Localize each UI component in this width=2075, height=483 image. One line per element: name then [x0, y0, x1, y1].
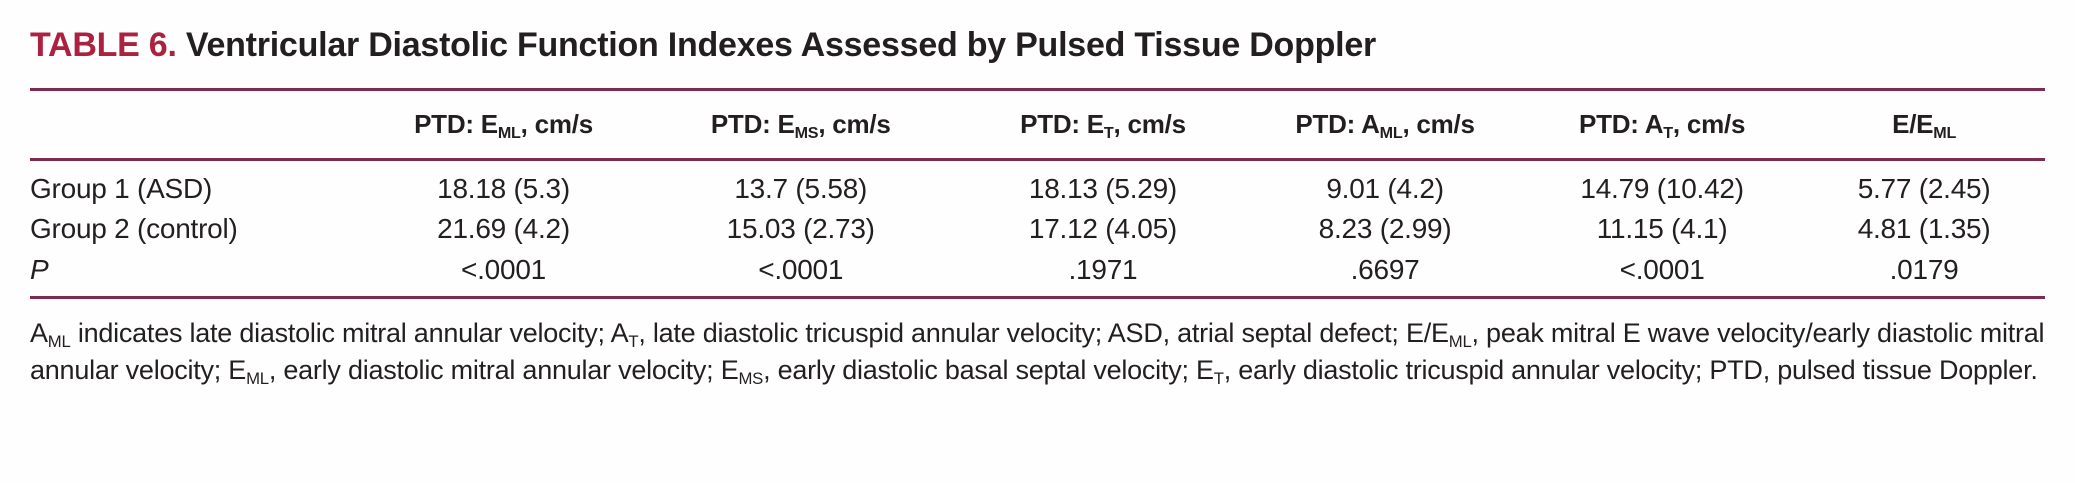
header-empty-cell [30, 90, 362, 160]
cell-group2-eml: 21.69 (4.2) [437, 212, 570, 244]
column-header-ptd-et: PTD: ET, cm/s [1020, 109, 1186, 142]
cell-group2-e-over-eml: 4.81 (1.35) [1857, 212, 1991, 244]
cell-p-et: .1971 [1068, 253, 1138, 285]
cell-group1-ems: 13.7 (5.58) [734, 173, 868, 205]
data-table: PTD: EML, cm/s PTD: EMS, cm/s PTD: ET, c… [30, 88, 2045, 299]
table-title: TABLE 6. Ventricular Diastolic Function … [30, 24, 2045, 66]
cell-group1-eml: 18.18 (5.3) [437, 173, 570, 205]
cell-group1-et: 18.13 (5.29) [1028, 173, 1178, 205]
table-title-text: Ventricular Diastolic Function Indexes A… [176, 26, 1376, 64]
table-container: TABLE 6. Ventricular Diastolic Function … [30, 24, 2045, 388]
table-row-group1: Group 1 (ASD) 18.18 (5.3) 13.7 (5.58) 18… [30, 160, 2045, 206]
cell-group2-ems: 15.03 (2.73) [726, 212, 875, 244]
column-header-ptd-ems: PTD: EMS, cm/s [710, 109, 891, 142]
cell-p-e-over-eml: .0179 [1889, 253, 1959, 285]
cell-group2-et: 17.12 (4.05) [1028, 212, 1178, 244]
table-header: PTD: EML, cm/s PTD: EMS, cm/s PTD: ET, c… [30, 90, 2045, 160]
table-number-label: TABLE 6. [30, 26, 177, 64]
column-header-ptd-at: PTD: AT, cm/s [1579, 109, 1746, 142]
table-footnote: AML indicates late diastolic mitral annu… [30, 318, 2045, 388]
cell-group1-at: 14.79 (10.42) [1580, 173, 1744, 205]
cell-p-eml: <.0001 [461, 253, 546, 285]
cell-p-aml: .6697 [1350, 253, 1420, 285]
cell-group2-at: 11.15 (4.1) [1596, 212, 1728, 244]
cell-group1-aml: 9.01 (4.2) [1326, 173, 1444, 205]
row-label-group2: Group 2 (control) [30, 212, 238, 244]
column-header-ptd-aml: PTD: AML, cm/s [1295, 109, 1475, 142]
row-label-group1: Group 1 (ASD) [30, 173, 213, 205]
column-header-ptd-eml: PTD: EML, cm/s [414, 109, 593, 142]
header-row: PTD: EML, cm/s PTD: EMS, cm/s PTD: ET, c… [30, 90, 2045, 160]
cell-group2-aml: 8.23 (2.99) [1318, 212, 1452, 244]
row-label-pvalue: P [30, 253, 49, 285]
cell-group1-e-over-eml: 5.77 (2.45) [1857, 173, 1991, 205]
table-row-group2: Group 2 (control) 21.69 (4.2) 15.03 (2.7… [30, 206, 2045, 252]
table-body: Group 1 (ASD) 18.18 (5.3) 13.7 (5.58) 18… [30, 160, 2045, 298]
column-header-e-over-eml: E/EML [1892, 109, 1957, 142]
cell-p-at: <.0001 [1619, 253, 1705, 285]
table-row-pvalue: P <.0001 <.0001 .1971 .6697 <.0001 .0179 [30, 252, 2045, 298]
cell-p-ems: <.0001 [758, 253, 844, 285]
